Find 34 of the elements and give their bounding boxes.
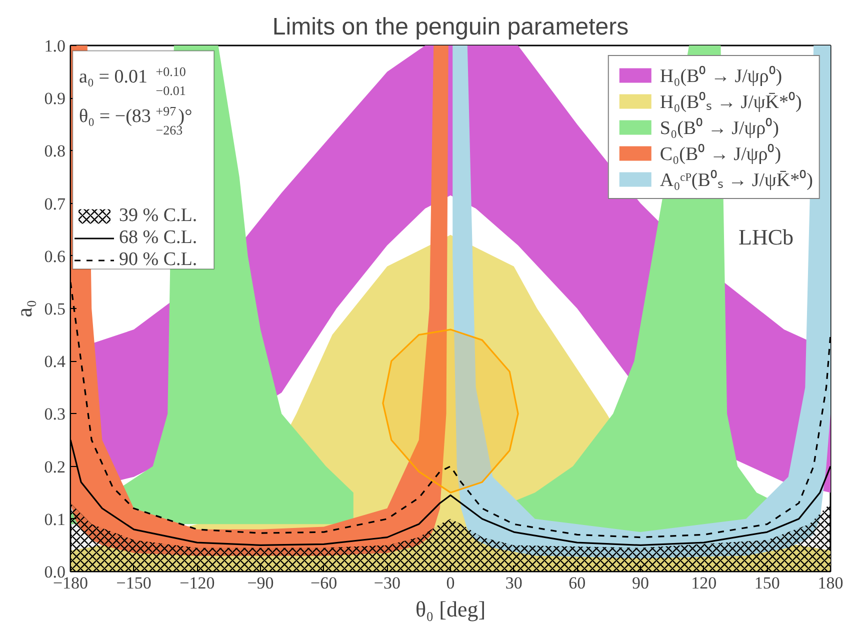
- legend-label: H₀(B⁰ → J/ψρ⁰): [660, 64, 782, 88]
- y-axis-title: a₀: [11, 300, 36, 318]
- legend-label: 90 % C.L.: [119, 249, 198, 271]
- x-tick-label: −120: [180, 574, 215, 592]
- x-tick-label: −90: [247, 574, 274, 592]
- y-tick-label: 0.6: [44, 246, 66, 266]
- x-tick-label: 0: [446, 574, 455, 592]
- legend-label: C₀(B⁰ → J/ψρ⁰): [660, 142, 782, 166]
- y-tick-label: 0.7: [44, 194, 66, 214]
- x-tick-label: −150: [116, 574, 152, 592]
- x-axis-title: θ₀ [deg]: [415, 596, 486, 622]
- legend-label: S₀(B⁰ → J/ψρ⁰): [660, 116, 779, 140]
- chart-title: Limits on the penguin parameters: [272, 14, 629, 40]
- x-tick-label: 90: [632, 574, 649, 592]
- x-tick-label: 150: [754, 574, 780, 592]
- y-tick-label: 0.4: [44, 352, 66, 372]
- y-tick-label: 0.9: [44, 89, 66, 108]
- y-tick-label: 0.3: [44, 404, 66, 424]
- annotation: LHCb: [738, 224, 794, 250]
- legend-label: H₀(B⁰ₛ → J/ψK̄*⁰): [660, 90, 802, 114]
- x-tick-label: 60: [568, 574, 586, 592]
- x-tick-label: −60: [310, 574, 338, 592]
- y-tick-label: 0.1: [44, 510, 66, 529]
- y-tick-label: 0.2: [44, 457, 66, 476]
- legend-label: 39 % C.L.: [119, 205, 198, 227]
- x-tick-label: 180: [818, 574, 844, 592]
- y-tick-label: 0.8: [44, 142, 66, 161]
- y-tick-label: 0.5: [44, 300, 66, 318]
- x-tick-label: −30: [374, 574, 400, 592]
- x-tick-label: 120: [691, 574, 717, 592]
- legend-label: A₀ᶜᴾ(B⁰ₛ → J/ψK̄*⁰): [660, 168, 813, 192]
- y-tick-label: 1.0: [44, 36, 66, 56]
- legend-label: 68 % C.L.: [119, 227, 198, 249]
- x-tick-label: 30: [505, 574, 522, 592]
